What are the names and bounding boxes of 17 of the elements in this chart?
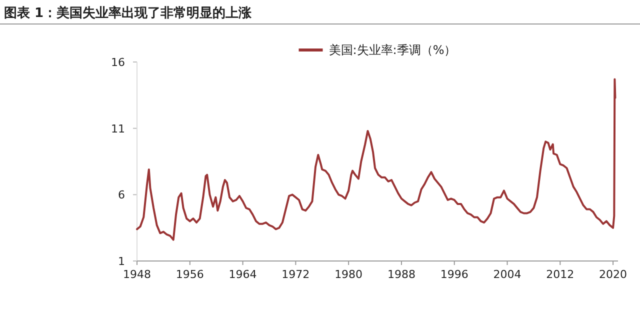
y-tick-label: 11 <box>111 122 125 136</box>
y-tick-label: 1 <box>118 255 125 268</box>
x-tick-label: 2020 <box>599 268 628 281</box>
y-tick-label: 16 <box>111 56 125 69</box>
x-tick-label: 2004 <box>493 268 522 281</box>
y-tick-label: 6 <box>118 188 125 202</box>
x-tick-label: 1964 <box>228 268 257 281</box>
line-series <box>136 78 616 241</box>
chart-title: 图表 1：美国失业率出现了非常明显的上涨 <box>4 5 253 21</box>
x-tick-label: 2012 <box>546 268 574 281</box>
x-tick-label: 1948 <box>123 268 151 281</box>
x-tick-label: 1980 <box>334 268 363 281</box>
legend-label: 美国:失业率:季调（%） <box>328 43 456 57</box>
x-tick-label: 1972 <box>282 268 310 281</box>
x-tick-label: 1988 <box>387 268 416 281</box>
x-tick-label: 1996 <box>440 268 468 281</box>
x-tick-label: 1956 <box>176 268 204 281</box>
